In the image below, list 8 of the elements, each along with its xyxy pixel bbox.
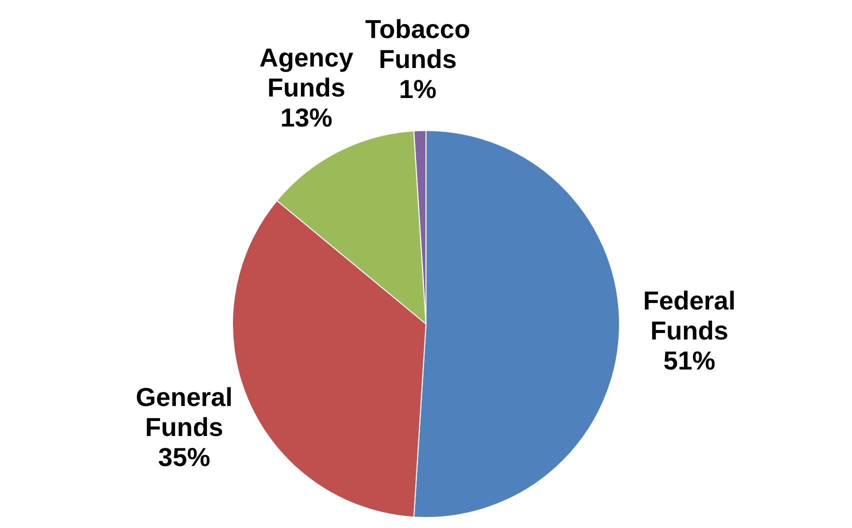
- slice-label: Federal Funds: [643, 285, 736, 346]
- data-label: 1%: [398, 74, 437, 104]
- slice-label: General Funds: [136, 382, 233, 442]
- slice-label: Agency Funds: [259, 42, 354, 102]
- data-label: 35%: [158, 442, 210, 472]
- slice-label: Tobacco Funds: [365, 14, 470, 74]
- data-label: 51%: [663, 345, 716, 376]
- data-label: 13%: [280, 102, 332, 132]
